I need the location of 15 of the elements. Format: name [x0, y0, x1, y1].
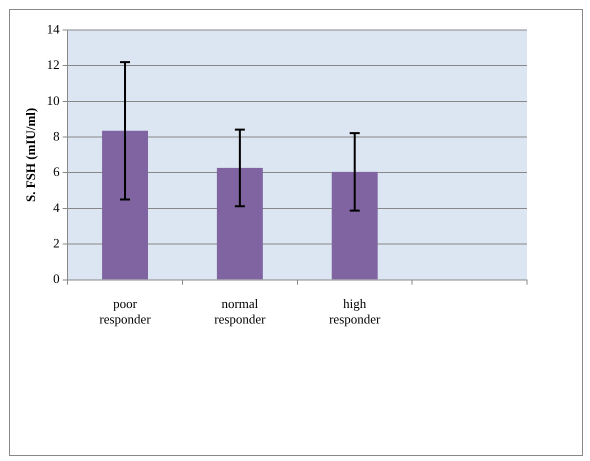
y-tick-label: 4 [53, 200, 60, 215]
bar [332, 172, 378, 280]
x-tick-label: normal responder [214, 296, 266, 327]
bar [102, 130, 148, 280]
x-tick-label: poor responder [99, 296, 152, 327]
bar [216, 168, 263, 280]
y-tick-label: 14 [46, 21, 60, 36]
y-tick-label: 8 [53, 128, 60, 144]
y-tick-label: 10 [46, 92, 60, 108]
y-tick-label: 12 [46, 57, 60, 72]
y-tick-label: 6 [53, 164, 60, 180]
x-tick-label: high responder [329, 296, 382, 327]
y-tick-label: 2 [53, 236, 60, 251]
y-axis-title: S. FSH (mIU/ml) [23, 108, 38, 202]
y-tick-label: 0 [53, 271, 60, 286]
